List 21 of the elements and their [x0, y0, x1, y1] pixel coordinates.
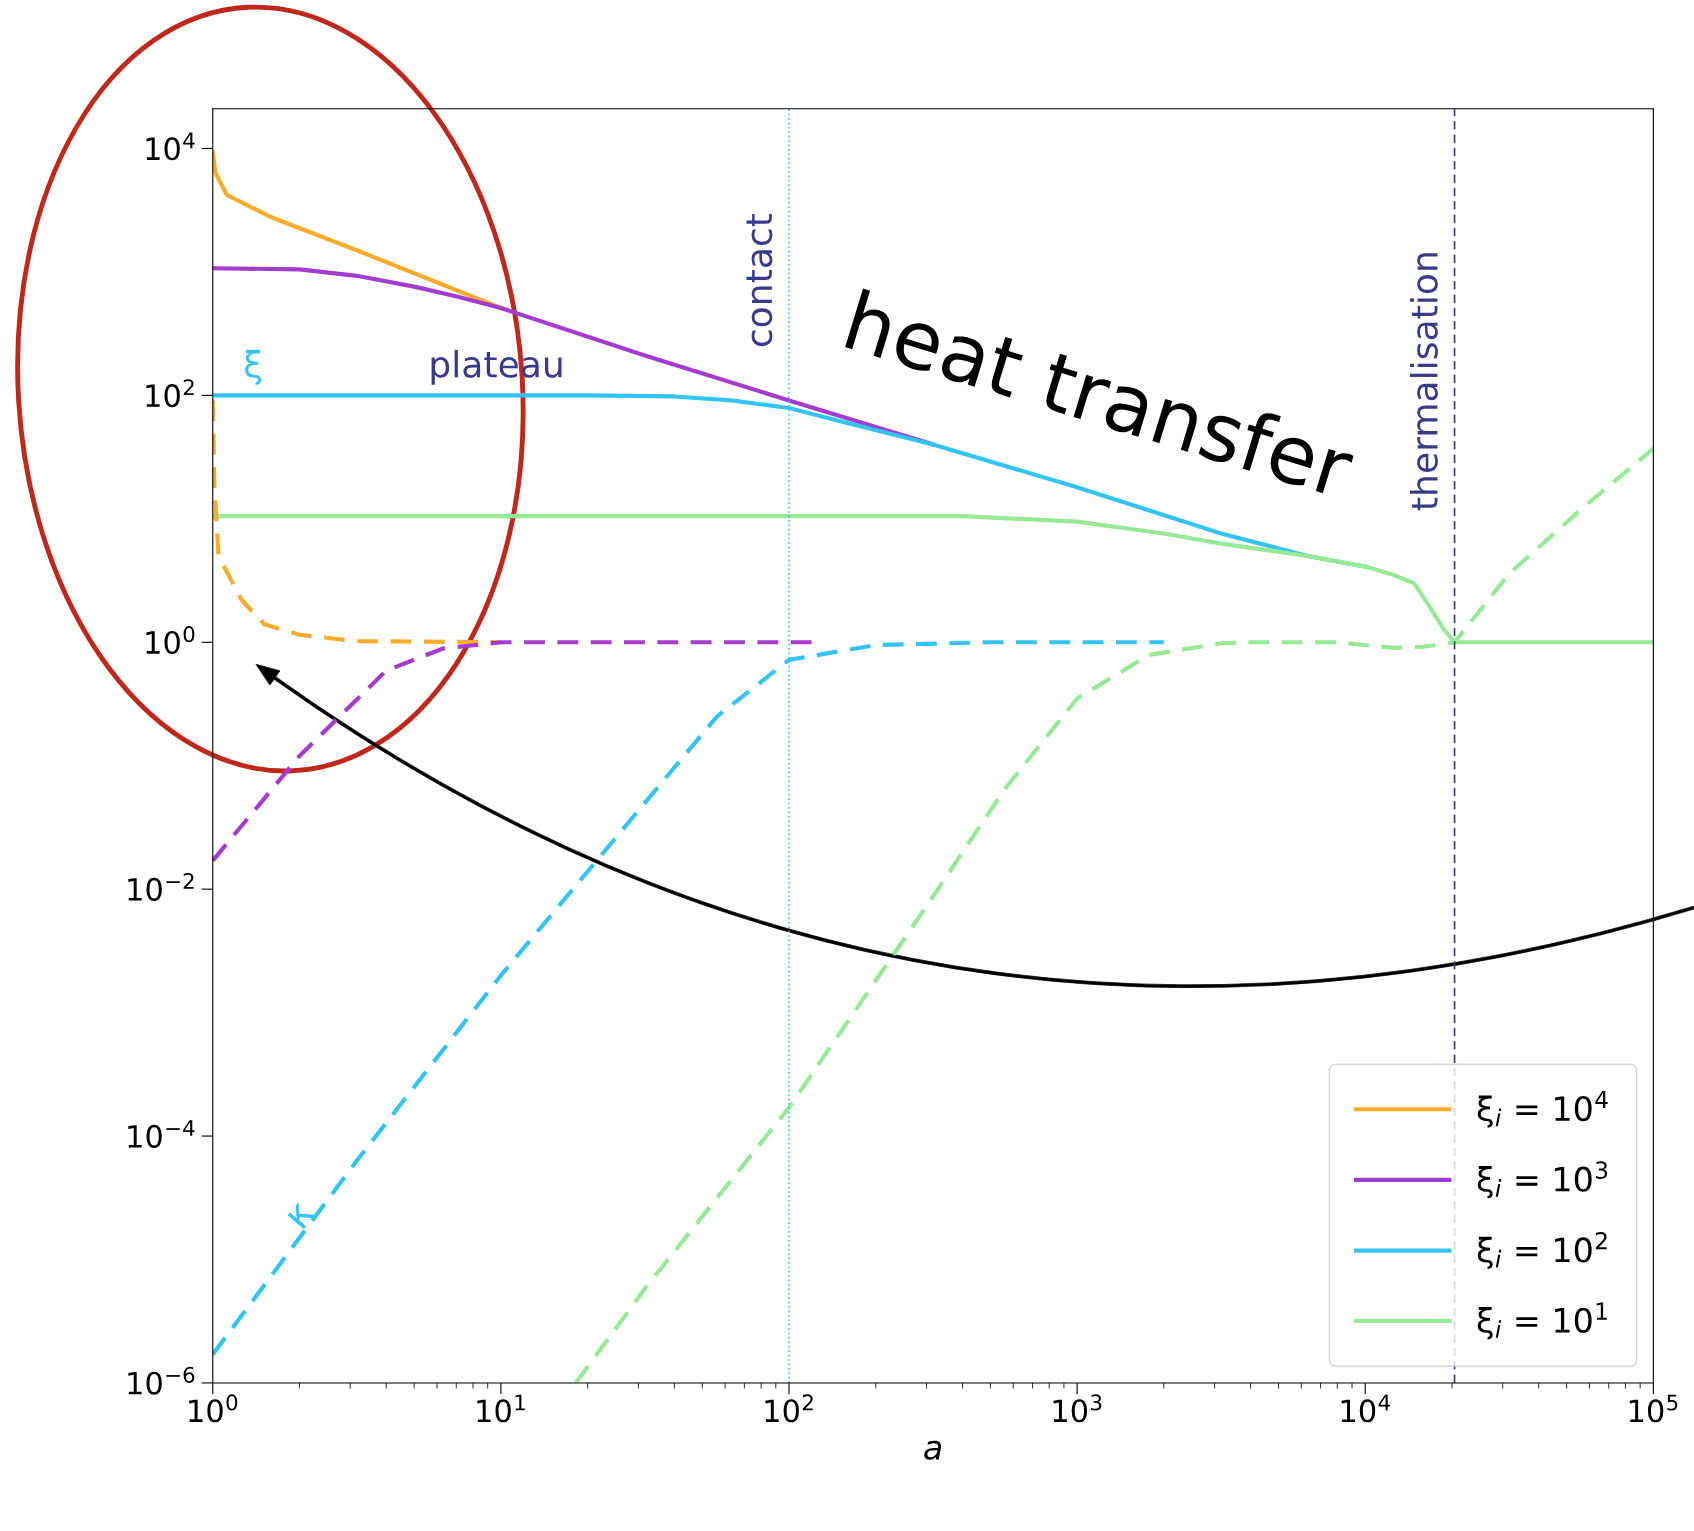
ref-line-label: contact: [746, 213, 773, 347]
x-tick-label: 10$^{4}$: [1341, 1394, 1390, 1423]
legend-label: ξ$_{i}$ = 10$^{2}$: [1477, 1231, 1607, 1270]
x-axis-title: a: [924, 1440, 942, 1460]
ref-line-label: thermalisation: [1409, 253, 1438, 511]
y-tick-label: 10$^{0}$: [146, 626, 195, 655]
annotation: κ: [287, 1201, 316, 1229]
y-tick-label: 10$^{4}$: [146, 132, 195, 161]
legend-label: ξ$_{i}$ = 10$^{1}$: [1477, 1302, 1607, 1340]
x-tick-label: 10$^{5}$: [1629, 1394, 1678, 1423]
x-tick-label: 10$^{2}$: [765, 1394, 813, 1423]
legend-label: ξ$_{i}$ = 10$^{4}$: [1477, 1090, 1608, 1128]
y-tick-label: 10$^{2}$: [146, 379, 194, 408]
y-tick-label: 10$^{−2}$: [128, 872, 194, 901]
x-tick-label: 10$^{3}$: [1053, 1394, 1102, 1423]
annotation: ξ: [244, 349, 262, 385]
x-tick-label: 10$^{0}$: [189, 1394, 238, 1423]
x-tick-label: 10$^{1}$: [477, 1394, 525, 1423]
y-tick-label: 10$^{−4}$: [128, 1120, 195, 1148]
y-tick-label: 10$^{−6}$: [128, 1366, 195, 1395]
legend-label: ξ$_{i}$ = 10$^{3}$: [1477, 1161, 1608, 1199]
